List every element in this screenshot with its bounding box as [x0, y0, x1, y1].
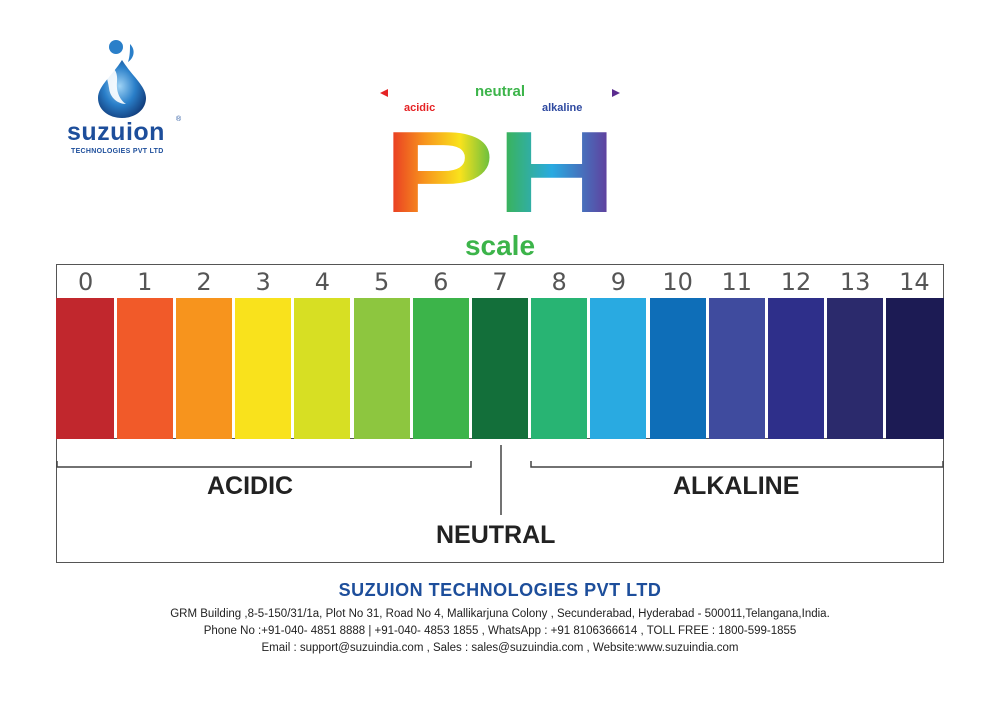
acidic-alkaline-arrow — [380, 89, 620, 97]
water-drop-icon — [98, 40, 146, 118]
ph-value-label: 12 — [780, 268, 812, 296]
zone-brackets — [56, 445, 944, 515]
ph-color-band — [649, 298, 706, 439]
ph-value-label: 0 — [77, 268, 94, 296]
scale-caption: scale — [464, 230, 536, 261]
ph-value-label: 1 — [137, 268, 153, 296]
ph-value-label: 10 — [662, 268, 693, 296]
contact-line: Email : support@suzuindia.com , Sales : … — [261, 642, 739, 654]
ph-title-graphic: neutral acidic alkaline PH — [370, 80, 630, 230]
ph-color-band — [235, 298, 292, 439]
ph-value-label: 5 — [373, 268, 390, 296]
ph-color-band — [471, 298, 529, 439]
ph-color-band — [767, 298, 825, 439]
phone-line: Phone No :+91-040- 4851 8888 | +91-040- … — [203, 625, 797, 637]
ph-color-band — [886, 298, 944, 439]
address-line: GRM Building ,8-5-150/31/1a, Plot No 31,… — [170, 608, 830, 620]
acidic-caption: acidic — [404, 102, 435, 114]
acidic-zone-label: ACIDIC — [207, 472, 294, 500]
alkaline-bracket — [530, 461, 944, 468]
logo-wordmark: suzuion — [67, 118, 165, 146]
svg-text:PH: PH — [382, 120, 618, 220]
ph-color-band — [412, 298, 469, 439]
ph-color-band — [531, 298, 588, 439]
ph-color-band — [708, 298, 765, 439]
ph-value-label: 8 — [551, 268, 567, 296]
neutral-caption: neutral — [474, 83, 525, 100]
ph-value-label: 2 — [196, 268, 212, 296]
registered-mark: ® — [176, 116, 182, 123]
ph-color-band — [175, 298, 233, 439]
ph-color-band — [590, 298, 647, 439]
ph-color-band — [827, 298, 884, 439]
ph-letters: PH — [382, 120, 618, 220]
ph-value-label: 9 — [610, 268, 627, 296]
ph-value-label: 13 — [839, 268, 871, 296]
company-name: SUZUION TECHNOLOGIES PVT LTD — [338, 580, 662, 600]
acidic-bracket — [56, 461, 472, 468]
ph-color-band — [294, 298, 351, 439]
zone-frame — [56, 439, 944, 563]
ph-value-label: 3 — [255, 268, 271, 296]
alkaline-zone-label: ALKALINE — [673, 472, 800, 500]
ph-value-label: 4 — [314, 268, 331, 296]
neutral-zone-label: NEUTRAL — [436, 521, 556, 549]
company-logo: suzuion ® TECHNOLOGIES PVT LTD — [60, 38, 190, 158]
ph-value-label: 14 — [899, 268, 930, 296]
ph-value-label: 7 — [492, 268, 508, 296]
ph-value-label: 6 — [433, 268, 449, 296]
alkaline-caption: alkaline — [542, 102, 583, 114]
ph-color-band — [353, 298, 410, 439]
ph-color-band — [56, 298, 114, 439]
logo-subtitle: TECHNOLOGIES PVT LTD — [71, 148, 164, 155]
acidic-caption-text: acidic — [404, 102, 436, 114]
ph-value-label: 11 — [721, 268, 753, 296]
ph-color-band — [116, 298, 173, 439]
